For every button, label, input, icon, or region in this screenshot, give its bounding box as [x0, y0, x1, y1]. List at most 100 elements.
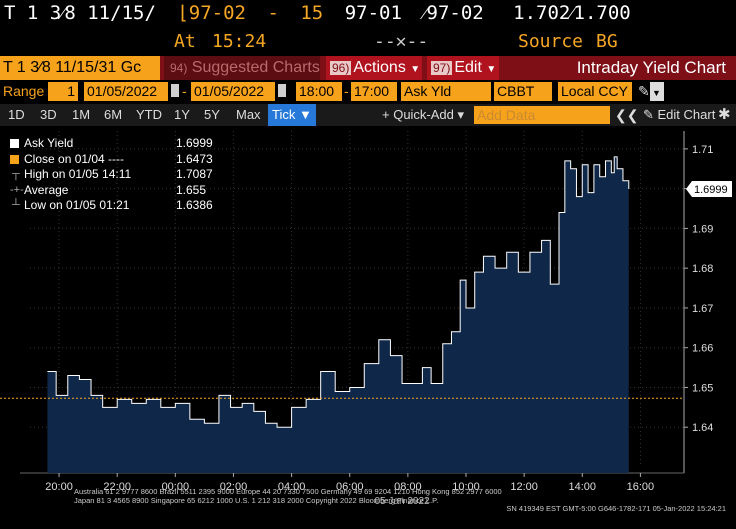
last-value-label: 1.6999 — [694, 184, 728, 196]
period-1y[interactable]: 1Y — [174, 107, 190, 122]
gear-icon[interactable]: ✱ — [718, 106, 731, 123]
y-tick-label: 1.67 — [692, 303, 713, 315]
actions-button[interactable]: 96) Actions ▼ — [326, 56, 422, 80]
period-5y[interactable]: 5Y — [204, 107, 220, 122]
footer-session: SN 419349 EST GMT-5:00 G646-1782-171 05-… — [506, 504, 726, 513]
period-6m[interactable]: 6M — [104, 107, 123, 122]
pencil-icon[interactable]: ✎ — [638, 83, 650, 99]
y-tick-label: 1.66 — [692, 343, 713, 355]
end-date-field[interactable]: 01/05/2022 — [191, 82, 275, 101]
currency-select[interactable]: Local CCY — [558, 82, 632, 101]
start-time-field[interactable]: 18:00 — [296, 82, 342, 101]
chart-title: Intraday Yield Chart — [576, 58, 726, 77]
at-label: At — [174, 31, 196, 52]
add-data-input[interactable]: Add Data — [474, 106, 610, 124]
y-tick-label: 1.65 — [692, 382, 713, 394]
collapse-icon[interactable]: ❮❮ — [615, 107, 639, 123]
bid-price: ⌊97-02 — [177, 2, 246, 24]
edit-chart-button[interactable]: ✎ Edit Chart — [643, 107, 716, 122]
yields: 1.702⁄1.700 — [513, 2, 631, 24]
legend-value: 1.6386 — [176, 198, 213, 212]
suggested-number: 94) — [170, 61, 188, 75]
x-tick-label: 10:00 — [452, 481, 480, 493]
x-tick-label: 22:00 — [103, 481, 131, 493]
period-bar: 1D 3D 1M 6M YTD 1Y 5Y Max Tick ▼ + Quick… — [0, 104, 736, 126]
yield-chart[interactable]: 1.711.701.691.681.671.661.651.64 20:0022… — [0, 127, 736, 529]
source-label: Source — [518, 31, 584, 52]
ask-price: ⁄97-02 — [423, 2, 484, 24]
legend-value: 1.7087 — [176, 167, 213, 181]
range-bar: Range 1 01/05/2022 - 01/05/2022 18:00 - … — [0, 81, 736, 103]
field-select[interactable]: Ask Yld — [401, 82, 491, 101]
actions-label: Actions — [353, 59, 406, 76]
x-tick-label: 06:00 — [336, 481, 364, 493]
high-marker-icon: ┬ — [12, 168, 20, 180]
time-separator: - — [344, 83, 349, 99]
legend-label: Ask Yield — [24, 136, 74, 150]
chevron-down-icon: ▼ — [486, 64, 497, 75]
legend-value: 1.6473 — [176, 151, 213, 166]
legend-swatch — [10, 139, 19, 148]
change-value: --✕-- — [374, 31, 429, 52]
field-value: Ask Yld — [404, 83, 452, 99]
actions-number: 96) — [330, 61, 352, 75]
yield-area — [47, 156, 629, 473]
x-tick-label: 12:00 — [510, 481, 538, 493]
quick-add-button[interactable]: + Quick-Add ▾ — [382, 107, 465, 122]
edit-number: 97) — [431, 61, 453, 75]
chart-type-dropdown[interactable]: ▼ — [650, 82, 664, 101]
last-price: 97-01 — [344, 2, 402, 24]
quote-time: 15:24 — [212, 31, 267, 52]
edit-button[interactable]: 97) Edit ▼ — [427, 56, 499, 80]
x-tick-label: 20:00 — [45, 481, 73, 493]
x-tick-label: 16:00 — [627, 481, 655, 493]
x-tick-label: 04:00 — [278, 481, 306, 493]
y-tick-label: 1.71 — [692, 144, 713, 156]
average-marker-icon: -+- — [10, 183, 24, 196]
pricing-source-field[interactable]: CBBT — [494, 82, 552, 101]
low-marker-icon: ┴ — [12, 199, 20, 211]
period-max[interactable]: Max — [236, 107, 261, 122]
period-3d[interactable]: 3D — [40, 107, 57, 122]
security-name: T 1 3⁄8 11/15/ — [4, 2, 156, 24]
range-separator: - — [182, 83, 187, 99]
end-time-field[interactable]: 17:00 — [351, 82, 397, 101]
chart-panel: 1.711.701.691.681.671.661.651.64 20:0022… — [0, 127, 736, 529]
suggested-charts-button[interactable]: 94) Suggested Charts — [164, 56, 320, 80]
x-tick-label: 08:00 — [394, 481, 422, 493]
range-label: Range — [3, 83, 45, 99]
footer-contacts-2: Japan 81 3 4565 8900 Singapore 65 6212 1… — [74, 496, 439, 505]
chevron-down-icon: ▼ — [410, 64, 421, 75]
period-1m[interactable]: 1M — [72, 107, 91, 122]
suggested-label: Suggested Charts — [191, 59, 320, 76]
tick-button[interactable]: Tick ▼ — [268, 104, 316, 126]
y-tick-label: 1.68 — [692, 263, 713, 275]
y-tick-label: 1.64 — [692, 422, 713, 434]
period-1d[interactable]: 1D — [8, 107, 25, 122]
y-tick-label: 1.69 — [692, 223, 713, 235]
calendar-icon[interactable] — [278, 84, 286, 97]
legend-value: 1.655 — [176, 182, 207, 197]
last-value-badge — [686, 181, 732, 198]
bid-size: 15 — [300, 2, 324, 24]
period-ytd[interactable]: YTD — [136, 107, 162, 122]
legend-label: High on 01/05 14:11 — [24, 167, 132, 181]
start-date-field[interactable]: 01/05/2022 — [84, 82, 168, 101]
legend-value: 1.6999 — [176, 136, 213, 150]
legend-label: Average — [24, 182, 69, 197]
size-dash: - — [267, 2, 279, 24]
x-tick-label: 00:00 — [162, 481, 190, 493]
ticker-field[interactable]: T 1 3⁄8 11/15/31 Gc — [0, 56, 160, 80]
title-bar: T 1 3⁄8 11/15/31 Gc 94) Suggested Charts… — [0, 56, 736, 80]
date-label: 05 Jan 2022 — [375, 496, 430, 507]
source-value: BG — [596, 31, 618, 52]
legend-label: Low on 01/05 01:21 — [24, 198, 130, 212]
range-days-field[interactable]: 1 — [48, 82, 78, 101]
quote-bar: T 1 3⁄8 11/15/ ⌊97-02 - 15 97-01 ⁄97-02 … — [4, 2, 641, 30]
edit-label: Edit — [454, 59, 482, 76]
footer-contacts-1: Australia 61 2 9777 8600 Brazil 5511 239… — [74, 487, 502, 496]
yield-line — [47, 156, 630, 428]
status-bar: At 15:24 --✕-- Source BG — [0, 31, 736, 55]
calendar-icon[interactable] — [171, 84, 179, 97]
legend-label: Close on 01/04 ---- — [24, 151, 125, 166]
